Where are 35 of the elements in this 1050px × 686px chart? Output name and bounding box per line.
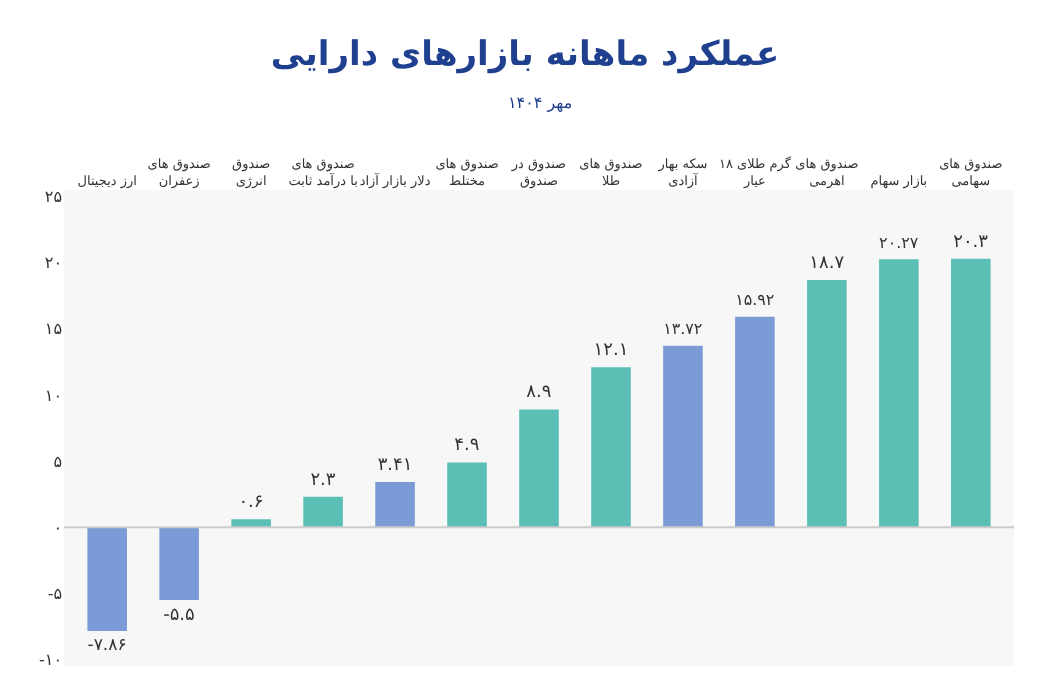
bar	[375, 482, 415, 528]
data-label: -۷.۸۶	[87, 636, 127, 657]
bar	[591, 367, 631, 528]
data-label: ۲۰.۲۷	[879, 233, 920, 252]
bar	[519, 409, 559, 528]
data-label: ۴.۹	[454, 436, 480, 457]
data-label: ۸.۹	[526, 383, 552, 404]
y-tick-label: -۵	[47, 584, 62, 603]
y-tick-label: ۵	[53, 452, 62, 471]
data-label: -۵.۵	[163, 605, 196, 626]
data-label: ۰.۶	[238, 493, 264, 514]
bar	[447, 462, 487, 528]
bar	[87, 527, 127, 632]
data-label: ۱۲.۱	[593, 341, 629, 362]
y-tick-label: ۲۰	[44, 254, 62, 273]
y-tick-label: ۱۰	[44, 386, 62, 405]
data-label: ۱۳.۷۲	[663, 320, 703, 339]
bar	[159, 527, 199, 600]
bar	[951, 258, 991, 528]
bar	[807, 279, 847, 528]
y-tick-label: ۱۵	[44, 320, 62, 339]
bar	[879, 259, 919, 528]
data-label: ۲۰.۳	[953, 232, 989, 253]
bar	[735, 316, 775, 528]
data-label: ۲.۳	[310, 470, 336, 491]
data-label: ۱۸.۷	[809, 253, 845, 274]
bar	[663, 345, 703, 528]
y-tick-label: ۰	[53, 518, 62, 537]
chart-subtitle: مهر ۱۴۰۴	[508, 94, 573, 112]
data-label: ۳.۴۱	[377, 456, 413, 477]
bar	[303, 496, 343, 528]
data-label: ۱۵.۹۲	[735, 291, 775, 310]
y-tick-label: ۲۵	[44, 188, 62, 207]
y-tick-label: -۱۰	[39, 650, 62, 669]
chart-title: عملکرد ماهانه بازارهای دارایی	[270, 34, 780, 75]
